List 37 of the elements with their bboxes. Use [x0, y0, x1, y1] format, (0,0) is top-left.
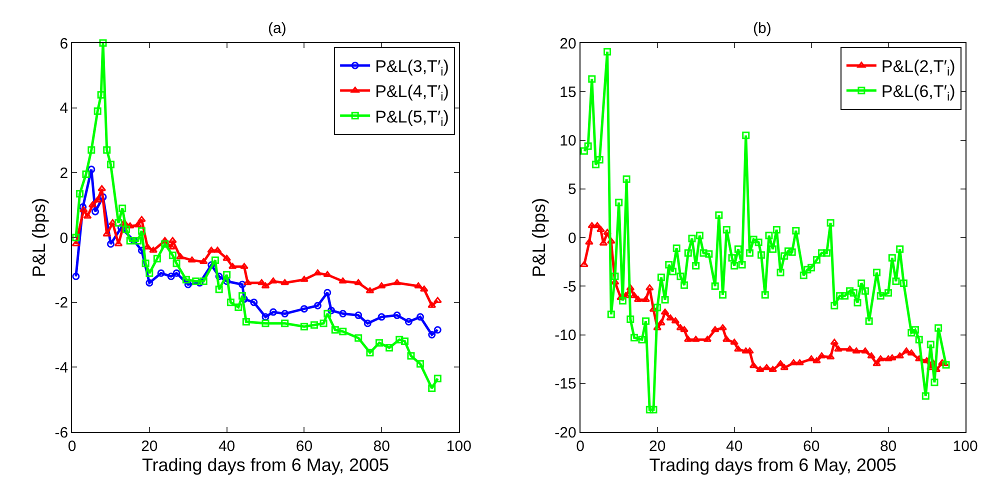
- y-tick-label: 20: [560, 35, 576, 52]
- y-tick-label: 4: [60, 100, 68, 118]
- x-tick-label: 100: [446, 438, 472, 455]
- x-axis-title: Trading days from 6 May, 2005: [142, 455, 390, 475]
- y-axis-title: P&L (bps): [528, 198, 549, 278]
- y-tick-label: 15: [560, 84, 576, 101]
- x-tick-label: 100: [952, 438, 978, 455]
- y-tick-label: -20: [554, 424, 576, 442]
- y-tick-label: -15: [554, 376, 576, 393]
- y-axis-title: P&L (bps): [28, 198, 49, 278]
- x-tick-label: 80: [373, 438, 390, 455]
- y-tick-label: 0: [568, 230, 576, 247]
- legend-label: P&L(2,T′$_{i}$): [881, 57, 956, 79]
- legend-label: P&L(3,T′$_{i}$): [375, 57, 449, 79]
- x-tick-label: 20: [141, 438, 158, 455]
- x-tick-label: 40: [218, 438, 236, 455]
- legend-label: P&L(6,T′$_{i}$): [881, 82, 956, 104]
- legend-label: P&L(4,T′$_{i}$): [375, 82, 449, 104]
- legend-label: P&L(5,T′$_{i}$): [375, 107, 449, 129]
- y-tick-label: 0: [60, 230, 68, 247]
- x-tick-label: 80: [880, 438, 897, 455]
- y-tick-label: 10: [560, 132, 576, 150]
- y-tick-label: 6: [60, 35, 68, 52]
- x-tick-label: 20: [649, 438, 666, 455]
- y-tick-label: -4: [54, 359, 68, 376]
- y-tick-label: 5: [568, 181, 576, 198]
- y-tick-label: -10: [554, 327, 576, 344]
- x-tick-label: 60: [802, 438, 820, 455]
- x-tick-label: 40: [726, 438, 743, 455]
- y-tick-label: -5: [563, 278, 576, 296]
- y-tick-label: 2: [60, 164, 68, 182]
- chart-title: (a): [268, 20, 286, 37]
- x-tick-label: 60: [296, 438, 313, 455]
- chart-title: (b): [753, 20, 772, 37]
- y-tick-label: -6: [54, 424, 68, 442]
- x-axis-title: Trading days from 6 May, 2005: [649, 455, 896, 475]
- y-tick-label: -2: [54, 294, 68, 312]
